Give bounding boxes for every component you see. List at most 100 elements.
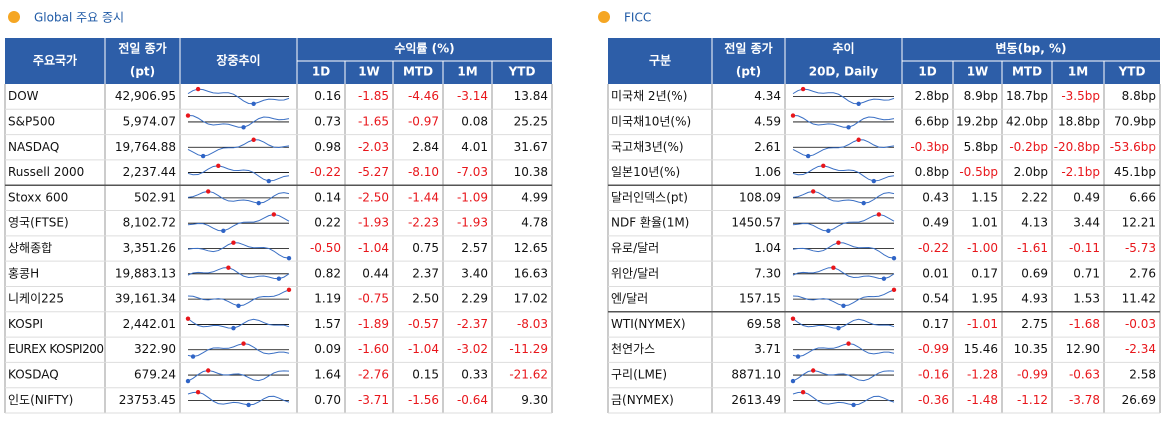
spark-high [800, 86, 806, 92]
spark-low [841, 303, 846, 308]
sparkline [187, 165, 290, 182]
cell-value: -1.93 [358, 216, 389, 230]
row-label: KOSDAQ [8, 368, 59, 382]
cell-value: 69.58 [747, 317, 781, 331]
cell-value: 0.43 [922, 190, 949, 204]
cell-value: 5,974.07 [123, 114, 176, 128]
cell-value: -0.5bp [959, 165, 998, 179]
spark-low [266, 178, 271, 184]
spark-high [790, 113, 796, 118]
row-label: 엔/달러 [611, 292, 648, 306]
sparkline [187, 115, 290, 128]
cell-value: -1.85 [358, 89, 389, 103]
sparkline [792, 343, 895, 358]
sparkline [792, 318, 895, 329]
cell-value: 2,442.01 [123, 317, 176, 331]
cell-value: -11.29 [509, 342, 548, 356]
spark-high [206, 368, 211, 373]
header-label: 20D, Daily [809, 65, 879, 79]
row-label: 유로/달러 [611, 241, 659, 255]
cell-value: 18.7bp [1006, 89, 1048, 103]
cell-value: 8,102.72 [123, 216, 176, 230]
cell-value: 0.8bp [915, 165, 949, 179]
cell-value: 1.19 [314, 292, 341, 306]
cell-value: 6.66 [1129, 190, 1156, 204]
cell-value: 8.8bp [1122, 89, 1156, 103]
header-label: 1W [358, 65, 380, 79]
cell-value: -8.10 [408, 165, 439, 179]
cell-value: -2.23 [408, 216, 439, 230]
spark-low [190, 354, 196, 359]
header-label: (pt) [736, 65, 761, 79]
spark-high [286, 287, 292, 293]
cell-value: 0.08 [461, 114, 488, 128]
row-label: S&P500 [8, 114, 55, 128]
cell-value: 19,883.13 [115, 266, 176, 280]
cell-value: 12.21 [1122, 216, 1156, 230]
cell-value: -0.22 [918, 241, 949, 255]
cell-value: 10.38 [514, 165, 548, 179]
cell-value: 31.67 [514, 140, 548, 154]
spark-low [891, 255, 897, 261]
cell-value: 3.40 [461, 266, 488, 280]
cell-value: -1.28 [967, 368, 998, 382]
header-label: 주요국가 [33, 53, 77, 68]
cell-value: -2.34 [1125, 342, 1156, 356]
cell-value: 0.49 [922, 216, 949, 230]
sparkline [792, 369, 895, 382]
cell-value: 1.06 [754, 165, 781, 179]
spark-low [836, 325, 841, 331]
spark-low [241, 125, 246, 130]
row-label: DOW [8, 89, 39, 103]
spark-high [821, 163, 826, 169]
header-label: 1M [1068, 65, 1088, 79]
header-label: 장중추이 [216, 53, 260, 68]
spark-low [236, 303, 241, 308]
cell-value: 2.50 [412, 292, 439, 306]
sparkline [187, 242, 290, 259]
cell-value: 0.44 [362, 266, 389, 280]
cell-value: 0.33 [461, 368, 488, 382]
cell-value: -1.61 [1017, 241, 1048, 255]
row-label: 상해종합 [8, 241, 52, 255]
cell-value: 42.0bp [1006, 114, 1048, 128]
spark-low [256, 200, 261, 206]
spark-high [811, 189, 816, 194]
cell-value: 0.98 [314, 140, 341, 154]
cell-value: -8.03 [517, 317, 548, 331]
cell-value: -0.03 [1125, 317, 1156, 331]
cell-value: 0.71 [1073, 266, 1100, 280]
cell-value: 1.15 [971, 190, 998, 204]
cell-value: 108.09 [739, 190, 781, 204]
row-label: 미국채 2년(%) [611, 89, 687, 103]
cell-value: 0.17 [971, 266, 998, 280]
cell-value: 4.34 [754, 89, 781, 103]
cell-value: 2.57 [461, 241, 488, 255]
spark-high [891, 287, 897, 293]
row-label: 국고채3년(%) [611, 140, 684, 154]
cell-value: 0.49 [1073, 190, 1100, 204]
spark-high [811, 368, 816, 373]
cell-value: -0.50 [310, 241, 341, 255]
cell-value: 2.75 [1021, 317, 1048, 331]
cell-value: 19,764.88 [115, 140, 176, 154]
cell-value: -0.11 [1069, 241, 1100, 255]
cell-value: -21.62 [509, 368, 548, 382]
sparkline [187, 267, 290, 280]
sparkline [792, 391, 895, 406]
cell-value: -0.3bp [910, 140, 949, 154]
cell-value: 12.90 [1066, 342, 1100, 356]
cell-value: 0.69 [1021, 266, 1048, 280]
spark-high [195, 390, 201, 395]
cell-value: 4.78 [521, 216, 548, 230]
cell-value: -3.02 [457, 342, 488, 356]
cell-value: 1.57 [314, 317, 341, 331]
cell-value: -7.03 [457, 165, 488, 179]
cell-value: -1.89 [358, 317, 389, 331]
cell-value: 157.15 [739, 292, 781, 306]
cell-value: -3.71 [358, 393, 389, 407]
cell-value: 8871.10 [731, 368, 781, 382]
panel-title: Global 주요 증시 [34, 11, 124, 25]
cell-value: -2.76 [358, 368, 389, 382]
